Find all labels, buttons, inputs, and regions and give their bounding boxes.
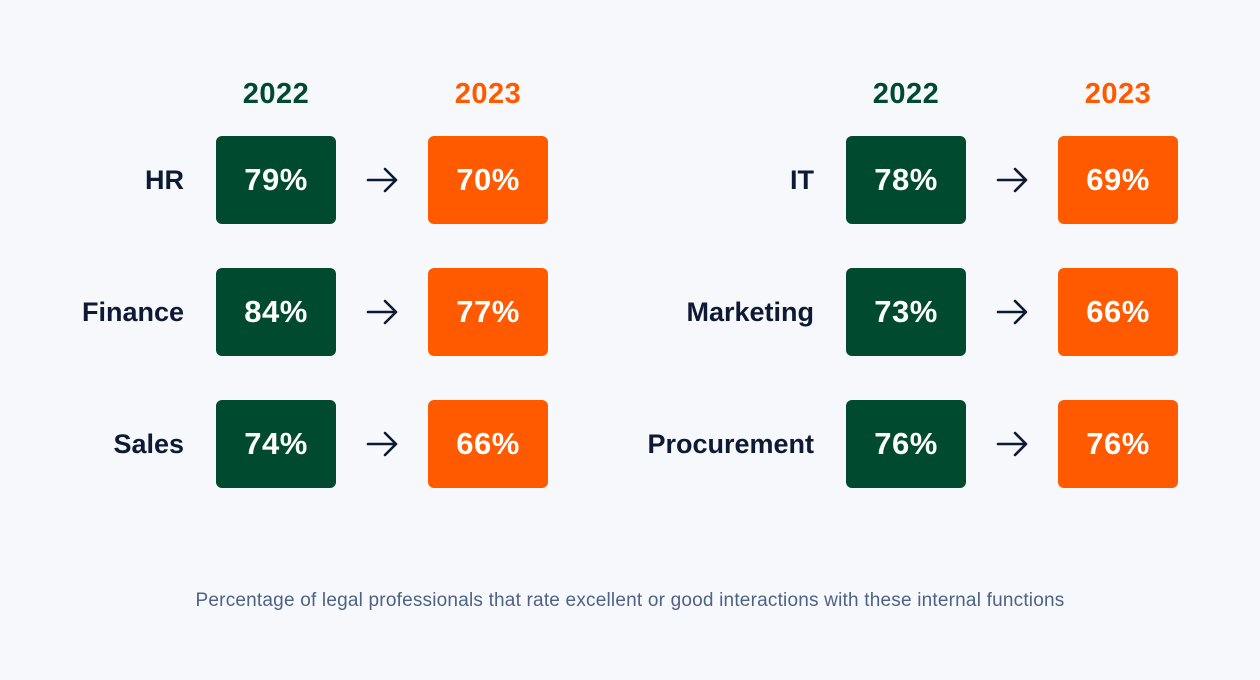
- arrow-right-icon: [996, 299, 1028, 325]
- value-2022-box: 79%: [216, 136, 336, 224]
- arrow-right-icon: [996, 431, 1028, 457]
- row-label: Finance: [81, 297, 184, 327]
- arrow-right-icon: [366, 167, 398, 193]
- value-2022-box: 74%: [216, 400, 336, 488]
- row-label: Sales: [113, 429, 184, 459]
- chart-group-left: 2022 2023 HR 79% 70% Finance 84% 77% Sal…: [0, 0, 560, 520]
- value-2023-box: 69%: [1058, 136, 1178, 224]
- value-2022-box: 73%: [846, 268, 966, 356]
- year-header-2023: 2023: [1084, 78, 1152, 110]
- arrow-right-icon: [996, 167, 1028, 193]
- year-header-2023: 2023: [454, 78, 522, 110]
- row-label: Marketing: [686, 297, 814, 327]
- table-row: Procurement 76% 76%: [630, 400, 1190, 488]
- arrow-right-icon: [366, 431, 398, 457]
- value-2023-box: 76%: [1058, 400, 1178, 488]
- table-row: Marketing 73% 66%: [630, 268, 1190, 356]
- value-2023-box: 66%: [428, 400, 548, 488]
- arrow-right-icon: [366, 299, 398, 325]
- value-2023-box: 77%: [428, 268, 548, 356]
- chart-caption: Percentage of legal professionals that r…: [195, 590, 1065, 611]
- value-2022-box: 76%: [846, 400, 966, 488]
- table-row: Finance 84% 77%: [0, 268, 560, 356]
- year-header-2022: 2022: [872, 78, 940, 110]
- row-label: HR: [145, 165, 184, 195]
- row-label: IT: [790, 165, 814, 195]
- value-2023-box: 70%: [428, 136, 548, 224]
- chart-group-right: 2022 2023 IT 78% 69% Marketing 73% 66% P…: [630, 0, 1190, 520]
- row-label: Procurement: [647, 429, 814, 459]
- table-row: IT 78% 69%: [630, 136, 1190, 224]
- value-2022-box: 78%: [846, 136, 966, 224]
- year-header-2022: 2022: [242, 78, 310, 110]
- table-row: Sales 74% 66%: [0, 400, 560, 488]
- value-2022-box: 84%: [216, 268, 336, 356]
- value-2023-box: 66%: [1058, 268, 1178, 356]
- table-row: HR 79% 70%: [0, 136, 560, 224]
